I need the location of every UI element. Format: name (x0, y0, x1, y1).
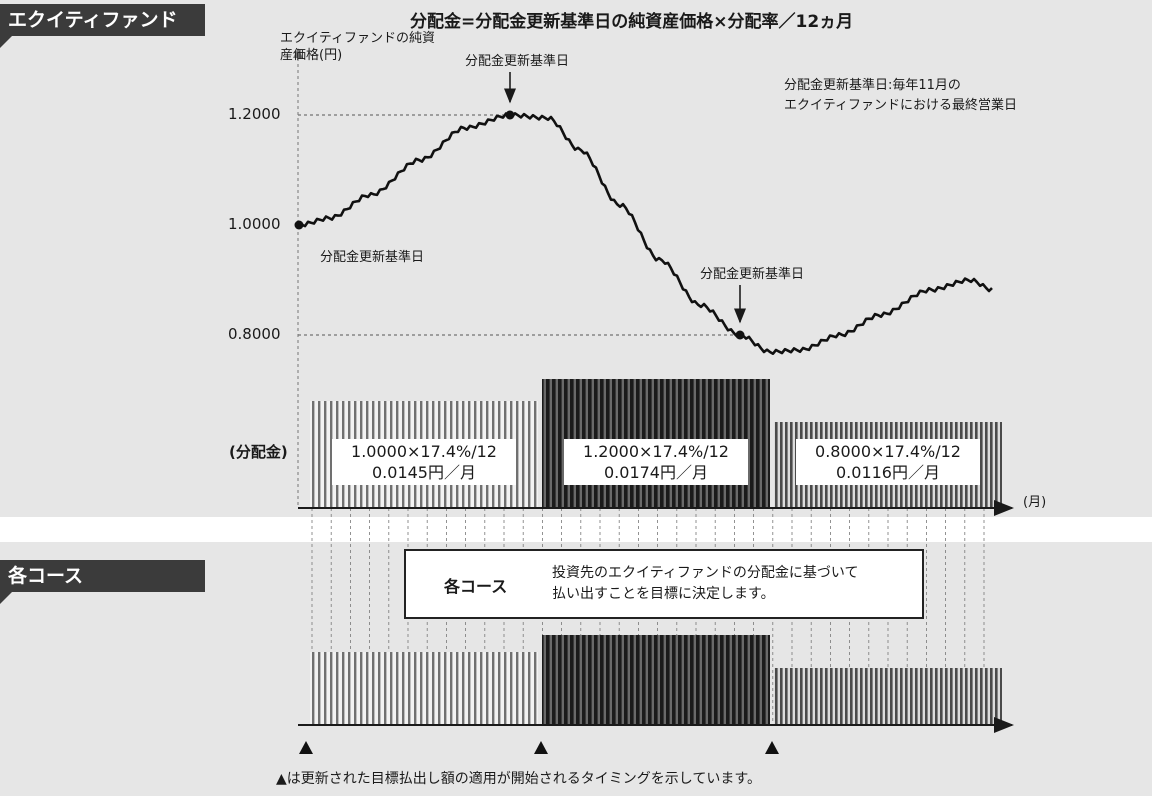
nav-dot-start (294, 220, 304, 230)
dividend-formula: 分配金=分配金更新基準日の純資産価格×分配率／12ヵ月 (410, 12, 854, 32)
dividend-amount-period-3: 0.8000×17.4%/12 0.0116円／月 (796, 439, 980, 485)
tick-label-1.0000: 1.0000 (228, 215, 281, 233)
payout-bar-period-3 (774, 668, 1002, 725)
timing-marker-1 (299, 741, 313, 754)
y-axis-arrowhead (293, 48, 303, 58)
annotation-record-date-peak: 分配金更新基準日 (465, 54, 570, 69)
section-tag-courses: 各コース (0, 560, 205, 592)
section-tag-equity-fund: エクイティファンド (0, 4, 205, 36)
timing-footnote: ▲は更新された目標払出し額の適用が開始されるタイミングを示しています。 (276, 771, 761, 787)
dividend-formula-period-1: 1.0000×17.4%/12 (351, 442, 497, 461)
course-box-label: 各コース (444, 577, 508, 596)
timing-marker-3 (765, 741, 779, 754)
dividend-formula-period-3: 0.8000×17.4%/12 (815, 442, 961, 461)
dividend-value-period-1: 0.0145円／月 (372, 463, 476, 482)
record-date-note-line1: 分配金更新基準日:毎年11月の (784, 78, 961, 93)
record-date-note-line2: エクイティファンドにおける最終営業日 (784, 98, 1017, 113)
dividend-value-period-3: 0.0116円／月 (836, 463, 940, 482)
course-box-text-line1: 投資先のエクイティファンドの分配金に基づいて (552, 565, 859, 581)
month-axis-label: (月) (1023, 495, 1047, 510)
record-date-note: 分配金更新基準日:毎年11月の エクイティファンドにおける最終営業日 (784, 76, 1017, 116)
tick-label-0.8000: 0.8000 (228, 325, 281, 343)
y-axis-label: エクイティファンドの純資産価格(円) (280, 31, 435, 63)
section-tag-notch (0, 36, 12, 48)
section-tag-notch (0, 592, 12, 604)
annotation-record-date-start: 分配金更新基準日 (320, 250, 425, 265)
nav-price-line (298, 112, 993, 355)
dividend-amount-period-1: 1.0000×17.4%/12 0.0145円／月 (332, 439, 516, 485)
dividend-amount-period-2: 1.2000×17.4%/12 0.0174円／月 (564, 439, 748, 485)
payout-bar-period-2 (542, 635, 770, 725)
course-box-text-line2: 払い出すことを目標に決定します。 (552, 586, 775, 602)
dividend-value-period-2: 0.0174円／月 (604, 463, 708, 482)
nav-dot-trough (735, 330, 745, 340)
annotation-record-date-trough: 分配金更新基準日 (700, 267, 805, 282)
timing-marker-2 (534, 741, 548, 754)
dividend-formula-period-2: 1.2000×17.4%/12 (583, 442, 729, 461)
dividend-label: (分配金) (229, 443, 288, 461)
course-explanation-box: 各コース 投資先のエクイティファンドの分配金に基づいて 払い出すことを目標に決定… (404, 549, 924, 619)
payout-bar-period-1 (310, 652, 538, 725)
nav-dot-peak (505, 110, 515, 120)
course-box-text: 投資先のエクイティファンドの分配金に基づいて 払い出すことを目標に決定します。 (552, 563, 858, 605)
tick-label-1.2000: 1.2000 (228, 105, 281, 123)
